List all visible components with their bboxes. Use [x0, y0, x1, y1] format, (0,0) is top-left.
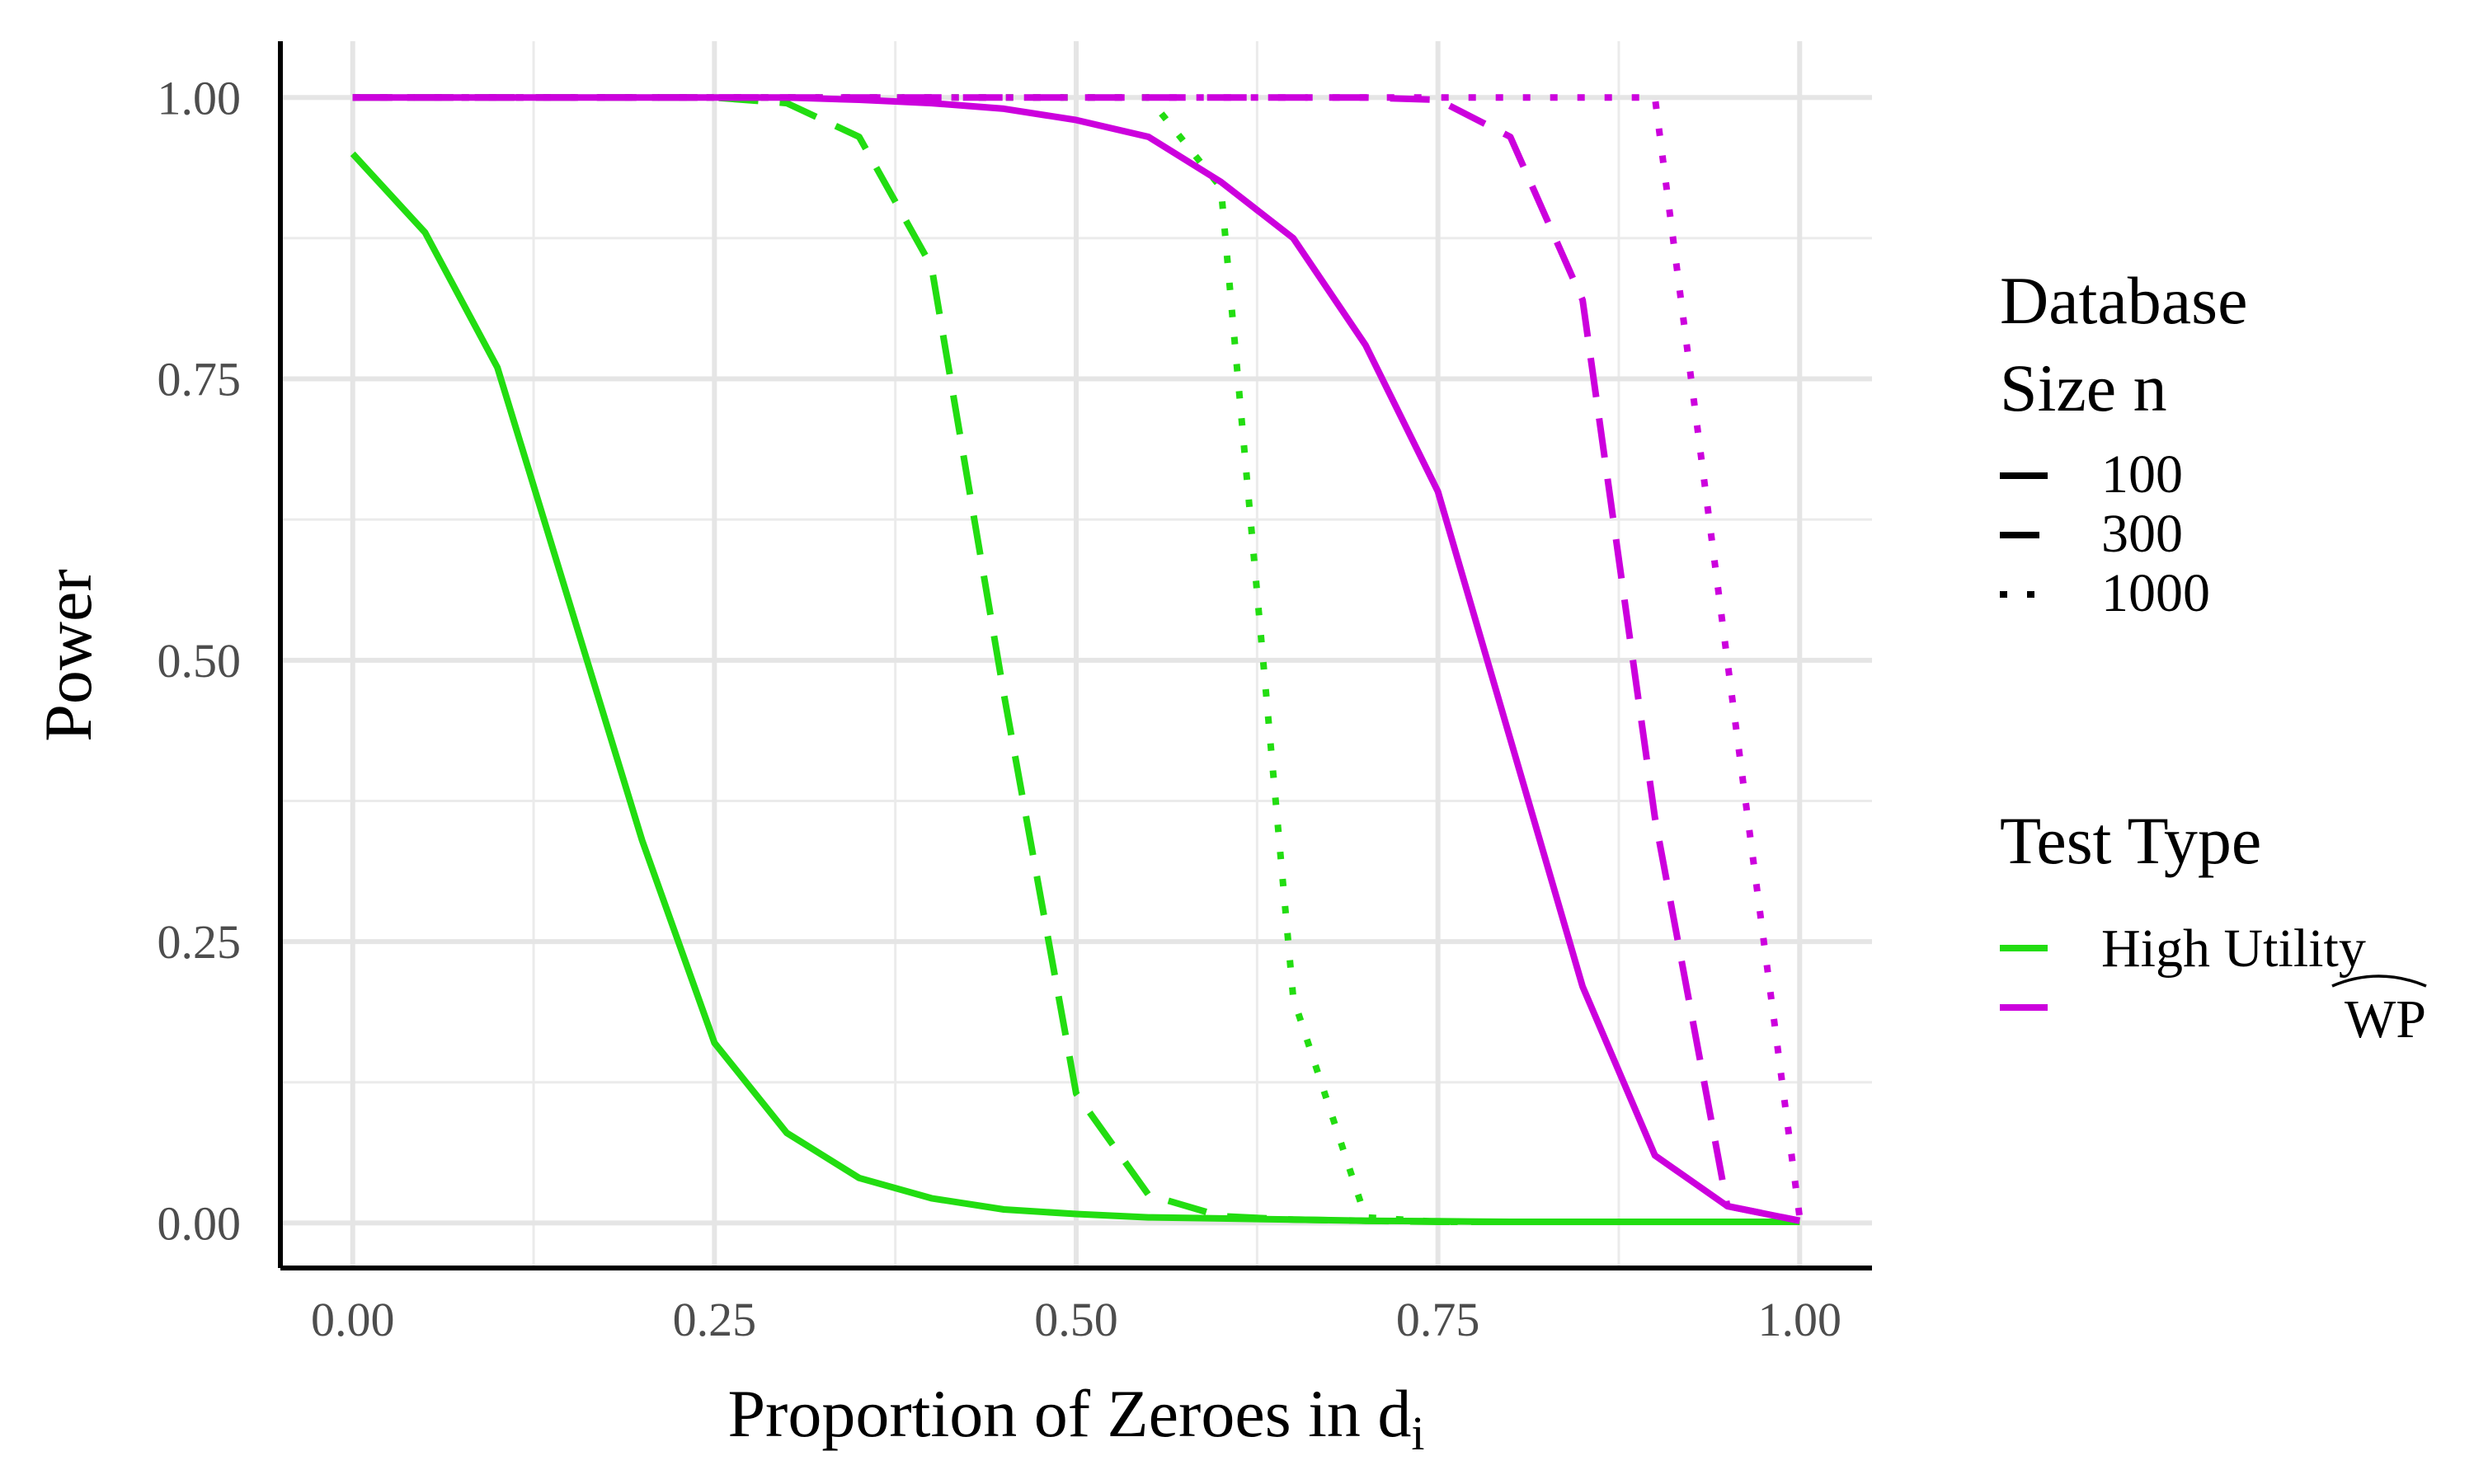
y-axis-title: Power — [31, 569, 106, 742]
legend-size-title-line2: Size n — [2000, 350, 2167, 425]
legend-type-title: Test Type — [2000, 803, 2261, 878]
legend-type-label-wp: WP — [2345, 989, 2426, 1050]
legend-size-label: 100 — [2101, 444, 2183, 505]
x-axis-title: Proportion of Zeroes in di — [727, 1376, 1424, 1460]
plot-area — [278, 41, 1872, 1270]
x-tick-labels: 0.00 0.25 0.50 0.75 1.00 — [311, 1293, 1841, 1346]
x-axis-title-main: Proportion of Zeroes in d — [727, 1376, 1411, 1451]
legend-test-type: Test Type High Utility WP — [2000, 803, 2427, 1050]
legend-size-title-line1: Database — [2000, 263, 2248, 338]
wp-tilde-accent — [2331, 974, 2427, 988]
legend-type-label-high-utility: High Utility — [2101, 918, 2366, 979]
y-tick-label: 0.75 — [158, 353, 242, 406]
series-line-wp-n300 — [352, 94, 1801, 1224]
legend-type-entries: High Utility WP — [2000, 918, 2427, 1050]
series-line-wp-n100 — [352, 94, 1801, 1224]
x-tick-label: 1.00 — [1758, 1293, 1842, 1346]
y-tick-label: 0.50 — [158, 634, 242, 688]
series-line-high-utility-n300 — [352, 94, 1800, 1225]
y-tick-labels: 0.00 0.25 0.50 0.75 1.00 — [158, 71, 242, 1250]
x-tick-label: 0.00 — [311, 1293, 395, 1346]
y-tick-label: 0.25 — [158, 915, 242, 969]
legend-size-label: 1000 — [2101, 563, 2210, 623]
y-tick-label: 1.00 — [158, 71, 242, 124]
legend-size-label: 300 — [2101, 504, 2183, 564]
x-axis-title-subscript: i — [1411, 1407, 1424, 1460]
x-tick-label: 0.50 — [1034, 1293, 1118, 1346]
series-lines — [350, 94, 1804, 1225]
x-tick-label: 0.75 — [1396, 1293, 1480, 1346]
x-tick-label: 0.25 — [673, 1293, 757, 1346]
y-tick-label: 0.00 — [158, 1196, 242, 1250]
